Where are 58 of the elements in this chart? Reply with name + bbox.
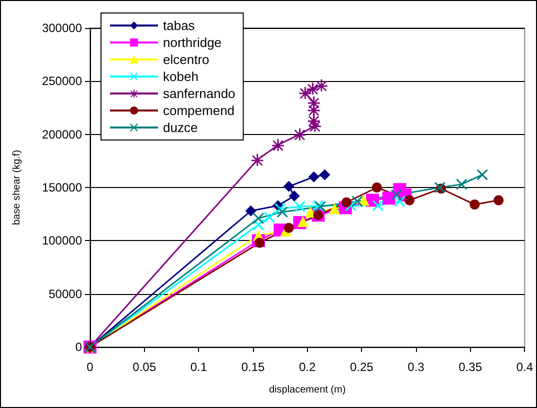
y-axis-title: base shear (kg.f) [12,150,22,226]
point [299,86,312,99]
point [245,205,256,216]
point [358,194,370,206]
y-tick-label: 250000 [42,74,82,88]
point [288,190,300,202]
x-tick-label: 0.2 [298,360,316,374]
point [328,203,340,214]
y-tick-label: 50000 [48,286,82,301]
point [284,222,294,233]
x-tick-label: 0 [86,360,94,374]
x-tick-label: 0.3 [408,360,425,374]
y-tick-label: 150000 [42,180,82,194]
point [494,195,504,206]
point [341,197,352,208]
point [456,178,468,190]
x-tick-label: 0.35 [458,360,482,374]
point [315,79,328,92]
point [319,169,330,180]
point [308,171,320,182]
legend-label: northridge [163,35,222,50]
point [272,138,284,151]
point [404,195,414,206]
point [276,206,288,218]
y-tick-label: 0 [75,340,82,354]
point [390,189,402,200]
point [254,238,265,248]
point [308,114,320,127]
legend-label: elcentro [163,52,210,67]
x-tick-label: 0.05 [132,360,156,374]
x-tick-label: 0.1 [190,360,208,374]
legend-label: tabas [163,18,196,33]
legend-label: sanfernando [163,86,236,101]
point [251,154,264,166]
point [394,196,406,207]
point [476,169,488,180]
y-tick-label: 300000 [42,21,82,35]
x-tick-label: 0.25 [350,360,374,374]
point [283,180,294,192]
point [352,196,363,207]
point [252,212,264,224]
point [470,200,480,210]
legend-label: duzce [163,120,198,135]
y-tick-label: 200000 [42,127,82,142]
legend-label: compemend [163,103,235,118]
point [308,96,320,108]
y-tick-label: 100000 [42,234,82,248]
point [372,182,382,192]
x-axis-title: displacement (m) [268,384,346,396]
legend-label: kobeh [163,69,198,84]
point [294,201,306,212]
x-tick-label: 0.4 [516,360,534,374]
point [306,82,319,95]
x-tick-label: 0.15 [241,360,265,374]
point [294,128,306,140]
point [297,216,308,228]
point [372,200,384,212]
point [264,212,275,223]
